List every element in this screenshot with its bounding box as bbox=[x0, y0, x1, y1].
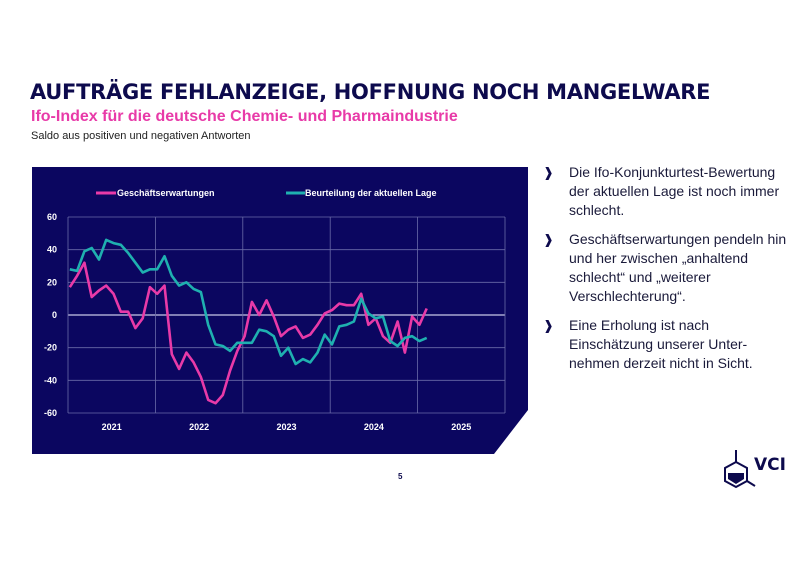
x-tick-label: 2024 bbox=[364, 422, 384, 432]
y-tick-label: 60 bbox=[47, 212, 57, 222]
chevron-right-icon: ❱ bbox=[543, 232, 554, 247]
chart-panel bbox=[32, 167, 528, 454]
legend-label-situation: Beurteilung der aktuellen Lage bbox=[305, 188, 437, 198]
bullet-list: ❱ Die Ifo-Konjunkturtest-Bewertung der ak… bbox=[543, 163, 793, 383]
bullet-text: Geschäftserwartungen pendeln hin und her… bbox=[569, 231, 787, 304]
bullet-item: ❱ Die Ifo-Konjunkturtest-Bewertung der ak… bbox=[543, 163, 793, 220]
y-tick-label: -20 bbox=[44, 343, 57, 353]
x-tick-label: 2023 bbox=[276, 422, 296, 432]
legend-label-expectations: Geschäftserwartungen bbox=[117, 188, 215, 198]
bullet-item: ❱ Geschäftserwartungen pendeln hin und he… bbox=[543, 230, 793, 306]
bullet-item: ❱ Eine Erholung ist nach Einschätzung uns… bbox=[543, 316, 793, 373]
chart-subtitle: Ifo-Index für die deutsche Chemie- und P… bbox=[31, 108, 458, 125]
page-number: 5 bbox=[398, 472, 403, 481]
chevron-right-icon: ❱ bbox=[543, 165, 554, 180]
chevron-right-icon: ❱ bbox=[543, 318, 554, 333]
y-tick-label: -60 bbox=[44, 408, 57, 418]
chart-note: Saldo aus positiven und negativen Antwor… bbox=[31, 130, 251, 142]
y-tick-label: 40 bbox=[47, 245, 57, 255]
vci-logo: VCI bbox=[724, 450, 786, 489]
series-line-situation bbox=[69, 238, 428, 366]
y-tick-label: 0 bbox=[52, 310, 57, 320]
x-tick-label: 2025 bbox=[451, 422, 471, 432]
y-tick-label: 20 bbox=[47, 277, 57, 287]
x-tick-label: 2021 bbox=[102, 422, 122, 432]
y-tick-label: -40 bbox=[44, 375, 57, 385]
legend: Geschäftserwartungen Beurteilung der akt… bbox=[96, 188, 437, 198]
x-tick-label: 2022 bbox=[189, 422, 209, 432]
svg-text:VCI: VCI bbox=[754, 455, 786, 475]
slide-title: AUFTRÄGE FEHLANZEIGE, HOFFNUNG NOCH MANG… bbox=[30, 80, 711, 104]
bullet-text: Eine Erholung ist nach Einschätzung unse… bbox=[569, 317, 753, 371]
series-line-expectations bbox=[68, 261, 428, 405]
bullet-text: Die Ifo-Konjunkturtest-Bewertung der akt… bbox=[569, 164, 780, 218]
